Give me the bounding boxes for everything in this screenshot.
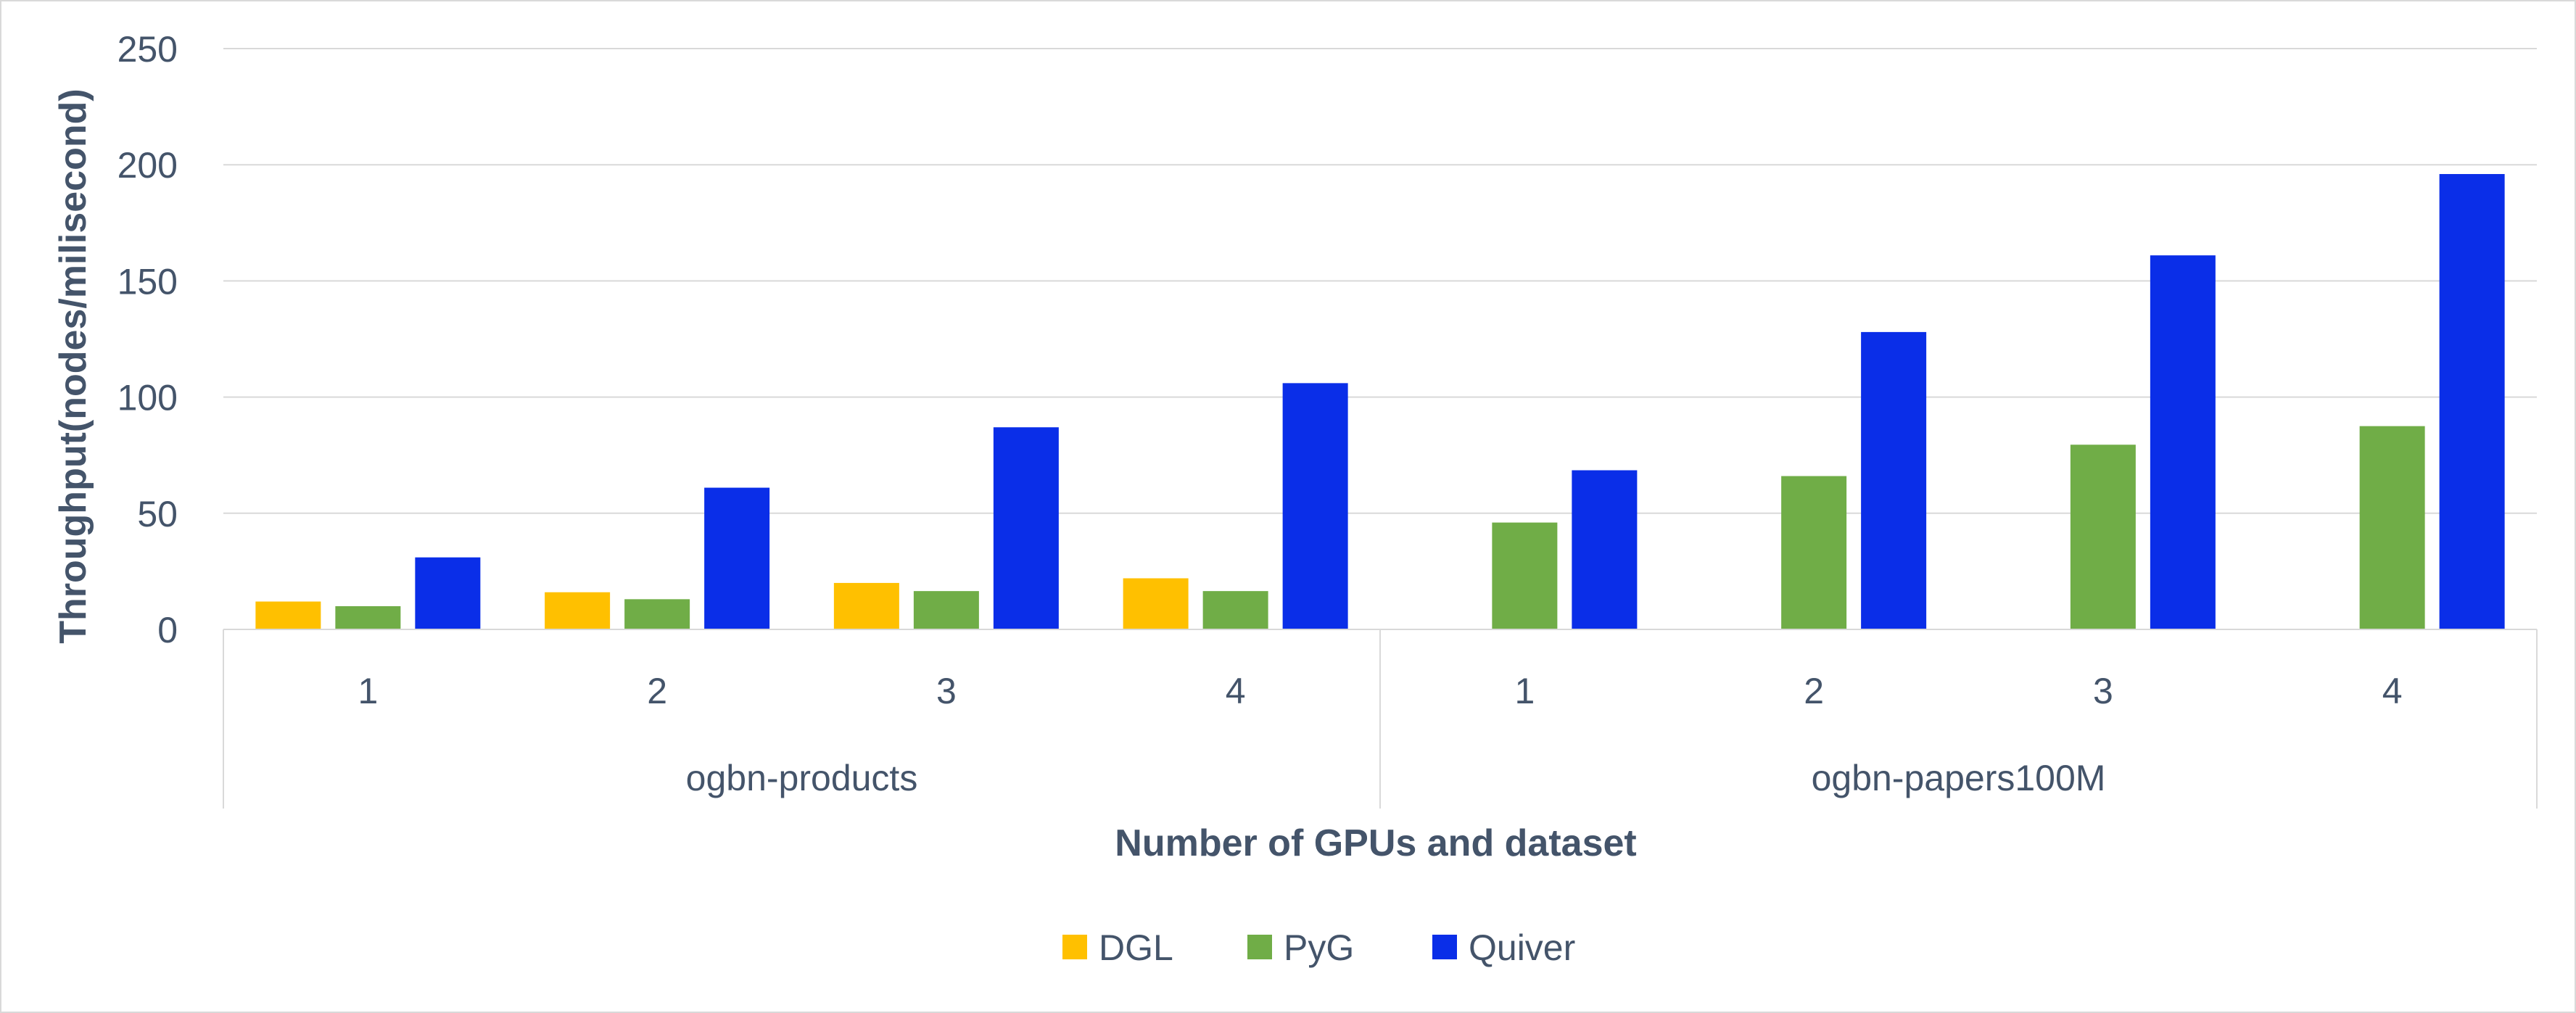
legend-swatch-quiver xyxy=(1432,935,1457,959)
x-tick-label: 1 xyxy=(358,671,378,711)
bar-quiver-2 xyxy=(993,427,1059,629)
x-tick-label: 2 xyxy=(1804,671,1824,711)
bar-quiver-0 xyxy=(415,557,481,629)
bar-pyg-0 xyxy=(335,605,401,629)
bar-pyg-2 xyxy=(913,591,979,629)
bar-pyg-7 xyxy=(2359,426,2425,629)
legend-label-dgl: DGL xyxy=(1099,927,1173,968)
y-tick-label: 0 xyxy=(157,610,178,650)
bar-pyg-3 xyxy=(1202,591,1268,629)
x-tick-label: 4 xyxy=(2382,671,2403,711)
y-axis-title: Throughput(nodes/milisecond) xyxy=(52,88,94,644)
group-label: ogbn-papers100M xyxy=(1812,758,2106,798)
bar-pyg-5 xyxy=(1781,476,1847,629)
legend-label-quiver: Quiver xyxy=(1469,927,1575,968)
bar-quiver-1 xyxy=(704,487,770,629)
bars xyxy=(255,174,2505,630)
bar-quiver-7 xyxy=(2439,174,2505,630)
bar-quiver-5 xyxy=(1861,331,1927,629)
bar-dgl-2 xyxy=(833,582,899,629)
bar-dgl-1 xyxy=(545,592,611,629)
x-axis-title: Number of GPUs and dataset xyxy=(1115,822,1636,864)
x-tick-label: 2 xyxy=(647,671,667,711)
y-axis-ticks: 0 50 100 150 200 250 xyxy=(117,29,178,650)
x-axis: 1 2 3 4 1 2 3 4 ogbn-products ogbn-papers100M xyxy=(223,629,2538,809)
x-tick-label: 3 xyxy=(2093,671,2113,711)
bar-pyg-6 xyxy=(2070,445,2136,629)
bar-pyg-4 xyxy=(1492,522,1558,629)
y-tick-label: 250 xyxy=(117,29,178,70)
x-tick-label: 3 xyxy=(936,671,957,711)
bar-quiver-4 xyxy=(1572,470,1638,629)
y-tick-label: 100 xyxy=(117,378,178,418)
legend: DGL PyG Quiver xyxy=(1062,927,1575,968)
bar-pyg-1 xyxy=(624,599,690,629)
bar-quiver-3 xyxy=(1282,383,1348,629)
legend-swatch-pyg xyxy=(1247,935,1272,959)
group-label: ogbn-products xyxy=(686,758,918,798)
y-tick-label: 150 xyxy=(117,261,178,302)
legend-label-pyg: PyG xyxy=(1284,927,1354,968)
bar-dgl-3 xyxy=(1123,578,1189,629)
bar-dgl-0 xyxy=(255,601,321,629)
x-tick-label: 4 xyxy=(1226,671,1246,711)
y-tick-label: 50 xyxy=(137,494,178,534)
y-tick-label: 200 xyxy=(117,145,178,186)
legend-swatch-dgl xyxy=(1062,935,1087,959)
bar-quiver-6 xyxy=(2150,255,2216,629)
x-tick-label: 1 xyxy=(1514,671,1535,711)
